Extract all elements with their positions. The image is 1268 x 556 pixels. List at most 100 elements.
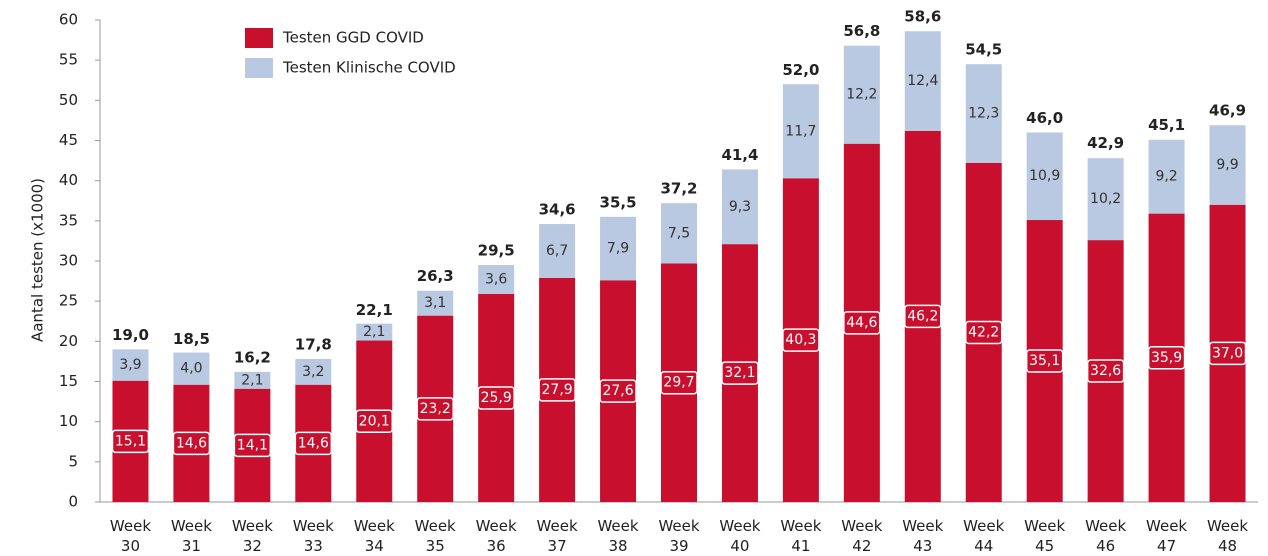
y-tick-label: 5 bbox=[68, 452, 78, 470]
label-box bbox=[111, 429, 150, 454]
label-box bbox=[233, 433, 272, 458]
total-label: 16,2 bbox=[234, 348, 271, 366]
label-box bbox=[172, 431, 211, 456]
bar-segment bbox=[661, 203, 697, 264]
y-tick-label: 40 bbox=[59, 171, 78, 189]
bar-segment bbox=[1148, 139, 1185, 214]
x-tick-label: Week 40 bbox=[719, 517, 760, 555]
x-tick-label: Week 43 bbox=[902, 517, 943, 555]
x-tick-label: Week 41 bbox=[780, 517, 821, 555]
x-tick-label: Week 34 bbox=[354, 517, 395, 555]
bar-segment bbox=[782, 84, 819, 179]
x-tick-label: Week 39 bbox=[658, 517, 699, 555]
x-tick-label: Week 42 bbox=[841, 517, 882, 555]
x-tick-label: Week 36 bbox=[476, 517, 517, 555]
x-tick-label: Week 31 bbox=[171, 517, 212, 555]
data-label: 35,1 bbox=[1029, 353, 1060, 369]
label-box bbox=[416, 397, 454, 421]
bar-segment bbox=[1026, 132, 1063, 221]
y-tick-label: 15 bbox=[59, 372, 78, 390]
y-tick-label: 20 bbox=[59, 332, 78, 350]
data-label: 35,9 bbox=[1151, 350, 1182, 366]
y-tick-label: 45 bbox=[59, 131, 78, 149]
data-label: 9,9 bbox=[1216, 157, 1238, 173]
label-box bbox=[1147, 346, 1186, 370]
bar-segment bbox=[539, 224, 576, 278]
y-tick-label: 50 bbox=[59, 91, 78, 109]
label-box bbox=[477, 386, 515, 410]
legend-swatch bbox=[245, 28, 273, 48]
data-label: 7,9 bbox=[607, 241, 629, 257]
data-label: 40,3 bbox=[785, 332, 816, 348]
bar-segment bbox=[843, 45, 880, 144]
label-box bbox=[904, 304, 942, 329]
total-label: 52,0 bbox=[782, 61, 819, 79]
x-tick-label: Week 45 bbox=[1024, 517, 1065, 555]
x-tick-label: Week 32 bbox=[232, 517, 273, 555]
x-tick-label: Week 48 bbox=[1207, 517, 1248, 555]
total-label: 34,6 bbox=[539, 201, 576, 219]
label-box bbox=[1025, 349, 1064, 373]
data-label: 29,7 bbox=[663, 375, 694, 391]
total-label: 58,6 bbox=[904, 8, 941, 26]
total-label: 54,5 bbox=[965, 41, 1002, 59]
total-label: 22,1 bbox=[356, 301, 393, 319]
total-label: 26,3 bbox=[417, 267, 454, 285]
total-label: 19,0 bbox=[112, 326, 149, 344]
x-tick-label: Week 38 bbox=[597, 517, 638, 555]
data-label: 15,1 bbox=[115, 433, 146, 449]
bar-segment bbox=[478, 265, 515, 294]
bar-segment bbox=[1087, 158, 1124, 241]
x-tick-label: Week 44 bbox=[963, 517, 1004, 555]
data-label: 9,3 bbox=[729, 199, 751, 215]
data-label: 9,2 bbox=[1155, 169, 1177, 185]
data-label: 44,6 bbox=[846, 315, 877, 331]
total-label: 41,4 bbox=[721, 146, 758, 164]
bar-segment bbox=[295, 359, 332, 385]
total-label: 56,8 bbox=[843, 22, 880, 40]
data-label: 4,0 bbox=[180, 361, 202, 377]
data-label: 12,3 bbox=[968, 106, 999, 122]
data-label: 14,1 bbox=[237, 437, 268, 453]
x-tick-label: Week 35 bbox=[415, 517, 456, 555]
data-label: 12,2 bbox=[846, 87, 877, 103]
data-label: 2,1 bbox=[241, 372, 263, 388]
total-label: 42,9 bbox=[1087, 134, 1124, 152]
label-box bbox=[964, 320, 1003, 345]
label-box bbox=[294, 431, 333, 456]
label-box bbox=[721, 361, 759, 385]
bar-segment bbox=[721, 169, 758, 245]
total-label: 45,1 bbox=[1148, 116, 1185, 134]
label-box bbox=[782, 328, 820, 352]
label-box bbox=[660, 370, 698, 395]
total-label: 46,9 bbox=[1209, 102, 1246, 120]
total-label: 17,8 bbox=[295, 336, 332, 354]
bar-segment bbox=[600, 216, 637, 281]
bar-segment bbox=[965, 64, 1002, 163]
y-tick-label: 35 bbox=[59, 211, 78, 229]
data-label: 42,2 bbox=[968, 324, 999, 340]
bar-segment bbox=[112, 349, 149, 381]
label-box bbox=[599, 379, 637, 403]
label-box bbox=[1086, 359, 1125, 383]
bar-segment bbox=[417, 290, 454, 316]
data-label: 3,9 bbox=[119, 357, 141, 373]
legend-label: Testen Klinische COVID bbox=[282, 59, 456, 77]
label-box bbox=[355, 409, 394, 434]
label-box bbox=[1208, 341, 1247, 366]
data-label: 2,1 bbox=[363, 324, 385, 340]
x-tick-label: Week 47 bbox=[1146, 517, 1187, 555]
total-label: 29,5 bbox=[478, 242, 515, 260]
label-box bbox=[843, 311, 881, 335]
data-label: 11,7 bbox=[785, 123, 816, 139]
total-label: 37,2 bbox=[660, 180, 697, 198]
y-axis-label: Aantal testen (x1000) bbox=[29, 178, 47, 342]
data-label: 27,9 bbox=[542, 382, 573, 398]
data-label: 3,6 bbox=[485, 271, 507, 287]
x-tick-label: Week 30 bbox=[110, 517, 151, 555]
legend-label: Testen GGD COVID bbox=[282, 29, 424, 47]
x-tick-label: Week 46 bbox=[1085, 517, 1126, 555]
total-label: 18,5 bbox=[173, 330, 210, 348]
data-label: 7,5 bbox=[668, 225, 690, 241]
